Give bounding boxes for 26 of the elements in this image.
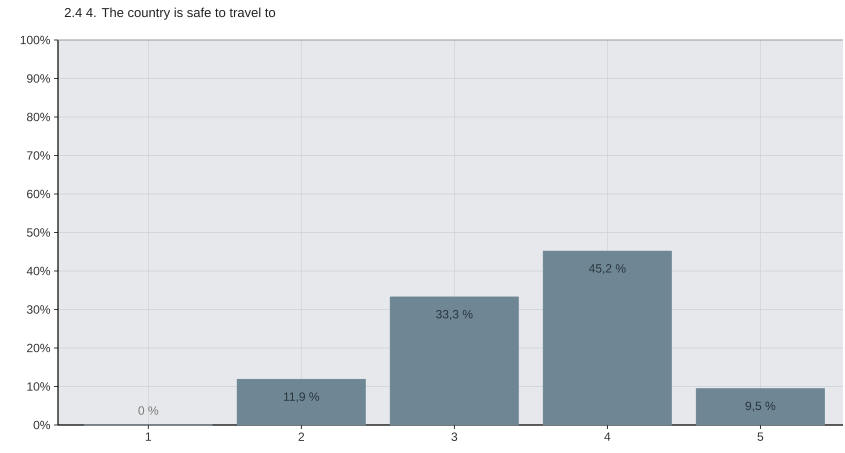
y-tick-label: 0% [34,420,50,430]
y-tick-label: 100% [20,36,50,44]
x-tick-label: 5 [758,432,764,441]
y-tick-label: 80% [26,112,50,122]
y-tick-label: 10% [27,382,50,391]
x-tick-label: 3 [451,432,458,442]
bar [236,378,366,426]
x-tick-label: 4 [604,432,610,441]
bar [542,250,672,426]
y-tick-label: 60% [27,190,50,198]
y-tick-label: 20% [27,344,50,352]
y-tick-label: 70% [27,151,50,160]
data-label: 33,3 % [436,310,473,320]
data-label: 11,9 % [284,392,320,402]
bar [696,388,825,426]
data-label: 0 % [138,406,158,415]
y-tick-label: 50% [26,228,50,237]
data-label: 9,5 % [746,402,776,412]
x-tick-label: 1 [146,432,152,441]
x-tick-label: 2 [298,432,304,441]
bar [390,296,519,426]
y-tick-label: 40% [26,266,50,276]
y-tick-label: 90% [27,74,50,83]
y-tick-label: 30% [26,305,50,314]
data-label: 45,2 % [588,264,626,274]
chart-title: 2.4 4. The country is safe to travel to [64,8,276,20]
